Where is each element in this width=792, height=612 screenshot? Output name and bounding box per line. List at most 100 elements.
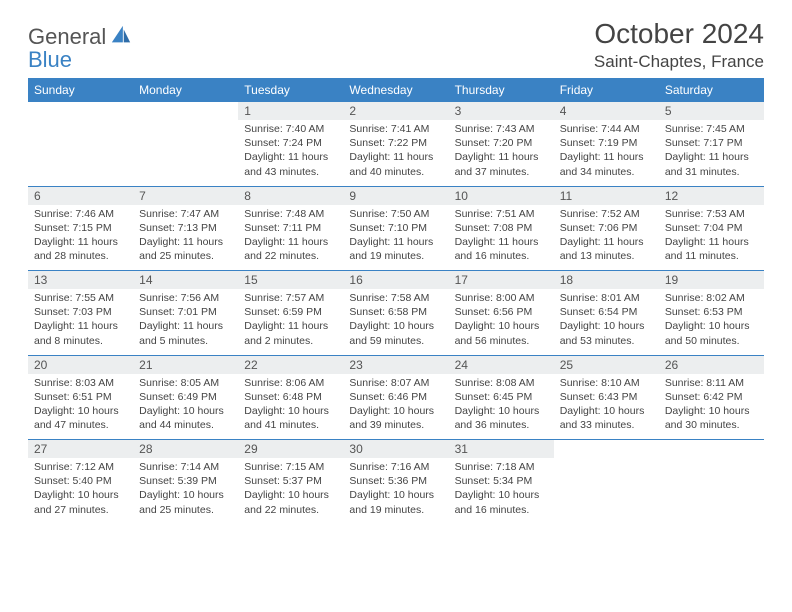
sunrise-text: Sunrise: 7:52 AM <box>560 207 653 221</box>
day-content-cell: Sunrise: 7:45 AMSunset: 7:17 PMDaylight:… <box>659 120 764 186</box>
sunset-text: Sunset: 5:34 PM <box>455 474 548 488</box>
day-content-cell: Sunrise: 7:52 AMSunset: 7:06 PMDaylight:… <box>554 205 659 271</box>
day-number-cell: 14 <box>133 271 238 290</box>
sunrise-text: Sunrise: 8:11 AM <box>665 376 758 390</box>
weekday-header: Sunday <box>28 79 133 102</box>
day-content-cell: Sunrise: 7:40 AMSunset: 7:24 PMDaylight:… <box>238 120 343 186</box>
daylight-text: Daylight: 10 hours and 41 minutes. <box>244 404 337 432</box>
sunrise-text: Sunrise: 8:00 AM <box>455 291 548 305</box>
sunset-text: Sunset: 6:43 PM <box>560 390 653 404</box>
daylight-text: Daylight: 11 hours and 37 minutes. <box>455 150 548 178</box>
sunset-text: Sunset: 7:04 PM <box>665 221 758 235</box>
sunrise-text: Sunrise: 7:53 AM <box>665 207 758 221</box>
brand-name-a: General <box>28 24 106 49</box>
day-content-cell <box>133 120 238 186</box>
sunrise-text: Sunrise: 8:02 AM <box>665 291 758 305</box>
day-content-cell: Sunrise: 7:43 AMSunset: 7:20 PMDaylight:… <box>449 120 554 186</box>
sunset-text: Sunset: 6:42 PM <box>665 390 758 404</box>
day-number-cell: 12 <box>659 186 764 205</box>
sunrise-text: Sunrise: 8:05 AM <box>139 376 232 390</box>
day-content-cell: Sunrise: 7:50 AMSunset: 7:10 PMDaylight:… <box>343 205 448 271</box>
brand-name-b: Blue <box>28 47 72 72</box>
day-content-cell: Sunrise: 8:01 AMSunset: 6:54 PMDaylight:… <box>554 289 659 355</box>
day-number-cell: 1 <box>238 102 343 121</box>
sunset-text: Sunset: 6:51 PM <box>34 390 127 404</box>
weekday-header: Saturday <box>659 79 764 102</box>
sunrise-text: Sunrise: 7:18 AM <box>455 460 548 474</box>
day-number-cell: 13 <box>28 271 133 290</box>
sunrise-text: Sunrise: 7:57 AM <box>244 291 337 305</box>
day-number-row: 13141516171819 <box>28 271 764 290</box>
sunrise-text: Sunrise: 7:16 AM <box>349 460 442 474</box>
sunset-text: Sunset: 6:54 PM <box>560 305 653 319</box>
day-content-cell: Sunrise: 7:12 AMSunset: 5:40 PMDaylight:… <box>28 458 133 524</box>
sunrise-text: Sunrise: 7:47 AM <box>139 207 232 221</box>
daylight-text: Daylight: 10 hours and 53 minutes. <box>560 319 653 347</box>
sunset-text: Sunset: 6:58 PM <box>349 305 442 319</box>
sunrise-text: Sunrise: 7:48 AM <box>244 207 337 221</box>
brand-logo: General Blue <box>28 18 132 72</box>
daylight-text: Daylight: 10 hours and 30 minutes. <box>665 404 758 432</box>
sunset-text: Sunset: 6:49 PM <box>139 390 232 404</box>
sunset-text: Sunset: 7:13 PM <box>139 221 232 235</box>
sunset-text: Sunset: 7:22 PM <box>349 136 442 150</box>
sunset-text: Sunset: 6:46 PM <box>349 390 442 404</box>
sunset-text: Sunset: 5:36 PM <box>349 474 442 488</box>
sunset-text: Sunset: 7:08 PM <box>455 221 548 235</box>
sunrise-text: Sunrise: 7:51 AM <box>455 207 548 221</box>
daylight-text: Daylight: 11 hours and 34 minutes. <box>560 150 653 178</box>
sunset-text: Sunset: 5:37 PM <box>244 474 337 488</box>
daylight-text: Daylight: 10 hours and 50 minutes. <box>665 319 758 347</box>
day-content-cell: Sunrise: 7:48 AMSunset: 7:11 PMDaylight:… <box>238 205 343 271</box>
sunrise-text: Sunrise: 7:12 AM <box>34 460 127 474</box>
day-content-cell: Sunrise: 7:51 AMSunset: 7:08 PMDaylight:… <box>449 205 554 271</box>
daylight-text: Daylight: 10 hours and 59 minutes. <box>349 319 442 347</box>
daylight-text: Daylight: 11 hours and 5 minutes. <box>139 319 232 347</box>
sunrise-text: Sunrise: 7:50 AM <box>349 207 442 221</box>
weekday-header: Wednesday <box>343 79 448 102</box>
day-number-cell: 9 <box>343 186 448 205</box>
sunrise-text: Sunrise: 7:40 AM <box>244 122 337 136</box>
day-content-cell: Sunrise: 7:53 AMSunset: 7:04 PMDaylight:… <box>659 205 764 271</box>
day-content-cell: Sunrise: 8:07 AMSunset: 6:46 PMDaylight:… <box>343 374 448 440</box>
day-content-cell: Sunrise: 7:41 AMSunset: 7:22 PMDaylight:… <box>343 120 448 186</box>
day-number-cell <box>28 102 133 121</box>
calendar-table: Sunday Monday Tuesday Wednesday Thursday… <box>28 78 764 524</box>
daylight-text: Daylight: 10 hours and 44 minutes. <box>139 404 232 432</box>
sunrise-text: Sunrise: 8:08 AM <box>455 376 548 390</box>
weekday-header: Thursday <box>449 79 554 102</box>
sunset-text: Sunset: 7:15 PM <box>34 221 127 235</box>
day-content-row: Sunrise: 7:40 AMSunset: 7:24 PMDaylight:… <box>28 120 764 186</box>
daylight-text: Daylight: 10 hours and 47 minutes. <box>34 404 127 432</box>
day-number-cell: 16 <box>343 271 448 290</box>
sunrise-text: Sunrise: 8:06 AM <box>244 376 337 390</box>
day-content-cell: Sunrise: 8:05 AMSunset: 6:49 PMDaylight:… <box>133 374 238 440</box>
sunset-text: Sunset: 7:03 PM <box>34 305 127 319</box>
daylight-text: Daylight: 11 hours and 16 minutes. <box>455 235 548 263</box>
day-number-cell: 28 <box>133 440 238 459</box>
page: General Blue October 2024 Saint-Chaptes,… <box>0 0 792 524</box>
day-number-cell: 8 <box>238 186 343 205</box>
day-number-cell: 7 <box>133 186 238 205</box>
day-content-row: Sunrise: 7:12 AMSunset: 5:40 PMDaylight:… <box>28 458 764 524</box>
daylight-text: Daylight: 11 hours and 13 minutes. <box>560 235 653 263</box>
day-number-row: 20212223242526 <box>28 355 764 374</box>
daylight-text: Daylight: 11 hours and 11 minutes. <box>665 235 758 263</box>
daylight-text: Daylight: 10 hours and 36 minutes. <box>455 404 548 432</box>
daylight-text: Daylight: 10 hours and 27 minutes. <box>34 488 127 516</box>
day-content-cell: Sunrise: 7:55 AMSunset: 7:03 PMDaylight:… <box>28 289 133 355</box>
sunset-text: Sunset: 7:10 PM <box>349 221 442 235</box>
day-content-cell: Sunrise: 7:18 AMSunset: 5:34 PMDaylight:… <box>449 458 554 524</box>
day-number-row: 2728293031 <box>28 440 764 459</box>
daylight-text: Daylight: 10 hours and 33 minutes. <box>560 404 653 432</box>
sunrise-text: Sunrise: 8:10 AM <box>560 376 653 390</box>
daylight-text: Daylight: 11 hours and 31 minutes. <box>665 150 758 178</box>
day-number-cell <box>554 440 659 459</box>
day-number-cell: 15 <box>238 271 343 290</box>
day-content-cell: Sunrise: 7:14 AMSunset: 5:39 PMDaylight:… <box>133 458 238 524</box>
sunrise-text: Sunrise: 7:41 AM <box>349 122 442 136</box>
sunset-text: Sunset: 7:19 PM <box>560 136 653 150</box>
day-content-cell: Sunrise: 7:44 AMSunset: 7:19 PMDaylight:… <box>554 120 659 186</box>
day-number-cell <box>133 102 238 121</box>
day-content-cell: Sunrise: 8:00 AMSunset: 6:56 PMDaylight:… <box>449 289 554 355</box>
